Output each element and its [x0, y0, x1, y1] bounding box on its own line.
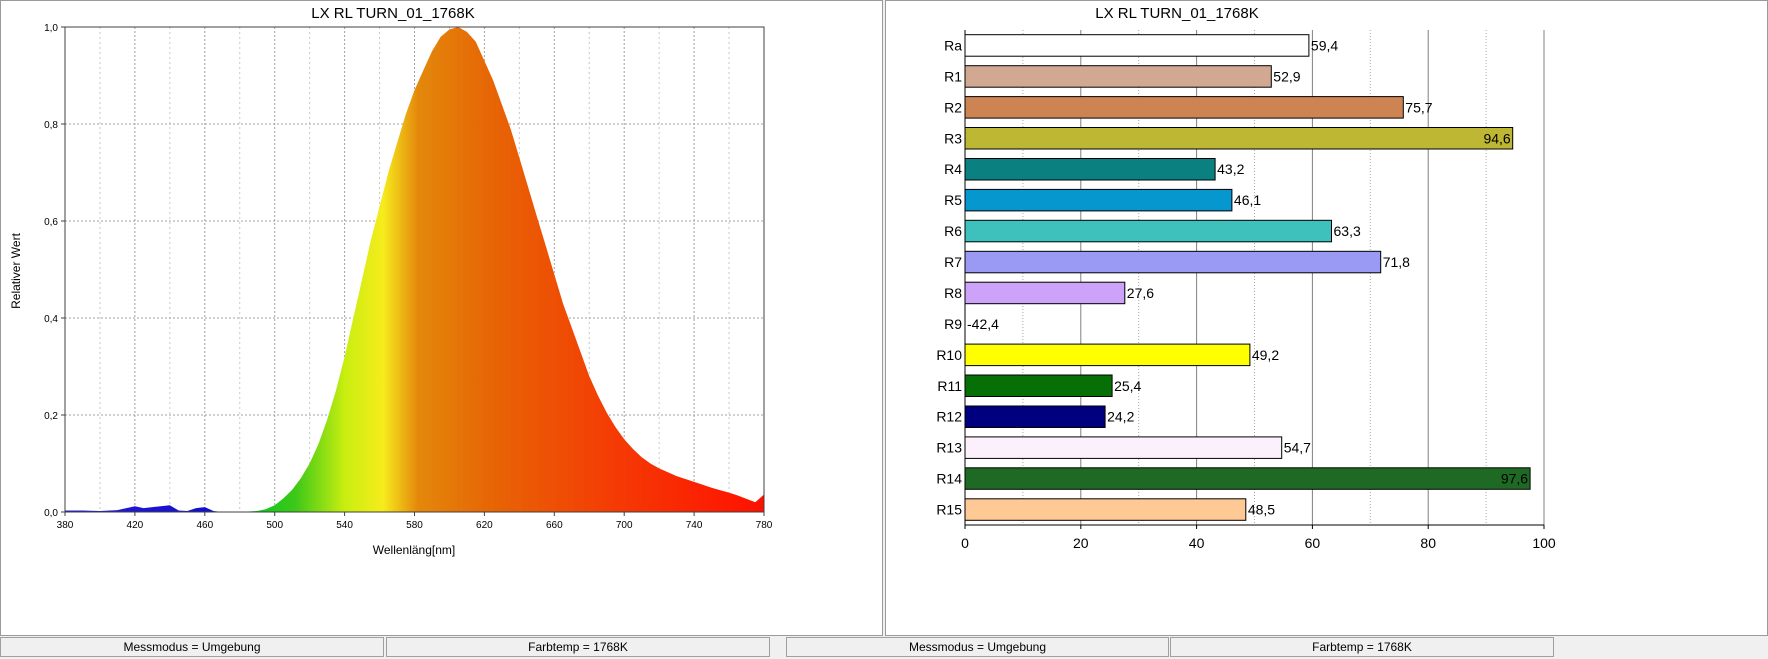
cri-value-label: -42,4 [967, 316, 999, 332]
spectrum-x-tick-label: 540 [336, 520, 353, 531]
spectrum-y-ticks: 0,0 0,2 0,4 0,6 0,8 1,0 [44, 23, 65, 519]
cri-x-tick-label: 80 [1420, 535, 1436, 551]
cri-bar [964, 219, 1332, 243]
spectrum-chart: LX RL TURN_01_1768K 380 420 460 500 540 580 62… [9, 5, 773, 557]
cri-bar [964, 467, 1531, 490]
cri-value-label: 25,4 [1114, 378, 1141, 394]
cri-category-label: R9 [944, 316, 962, 332]
spectrum-x-tick-label: 580 [406, 520, 423, 531]
cri-value-label: 71,8 [1383, 254, 1410, 270]
status-measure-mode-left: Messmodus = Umgebung [0, 637, 384, 657]
cri-category-labels: Ra R1 R2 R3 R4 R5 R6 R7 R8 R9 R10 R11 R12 R13 R14 R15 [936, 37, 962, 517]
cri-bar [964, 188, 1233, 212]
cri-x-tick-label: 20 [1073, 535, 1089, 551]
spectrum-x-axis-label: Wellenläng[nm] [373, 543, 456, 557]
cri-bar [964, 436, 1283, 459]
cri-category-label: R13 [936, 440, 962, 456]
spectrum-x-tick-label: 380 [57, 520, 74, 531]
cri-category-label: R6 [944, 223, 962, 239]
spectrum-title: LX RL TURN_01_1768K [311, 5, 474, 22]
cri-value-label: 63,3 [1334, 223, 1361, 239]
cri-value-label: 94,6 [1483, 130, 1510, 146]
cri-value-label: 97,6 [1501, 471, 1528, 487]
cri-category-label: Ra [944, 37, 962, 53]
spectrum-x-tick-label: 620 [476, 520, 493, 531]
spectrum-x-tick-label: 740 [686, 520, 703, 531]
cri-value-label: 59,4 [1311, 37, 1338, 53]
spectrum-y-tick-label: 0,0 [44, 508, 58, 519]
cri-category-label: R14 [936, 471, 962, 487]
cri-bar [964, 158, 1216, 181]
cri-category-label: R12 [936, 409, 962, 425]
spectrum-panel: LX RL TURN_01_1768K 380 420 460 500 540 580 62… [0, 0, 883, 636]
cri-bar [964, 405, 1106, 428]
spectrum-y-tick-label: 0,4 [44, 314, 58, 325]
status-color-temp-right: Farbtemp = 1768K [1170, 637, 1554, 657]
cri-category-label: R4 [944, 161, 962, 177]
spectrum-x-ticks: 380 420 460 500 540 580 620 660 700 740 780 [57, 512, 773, 531]
spectrum-y-tick-label: 0,6 [44, 217, 58, 228]
spectrum-x-tick-label: 500 [266, 520, 283, 531]
spectrum-x-tick-label: 660 [546, 520, 563, 531]
cri-title: LX RL TURN_01_1768K [1095, 5, 1258, 22]
cri-value-label: 24,2 [1107, 409, 1134, 425]
spectrum-x-tick-label: 420 [127, 520, 144, 531]
cri-value-label: 48,5 [1248, 502, 1275, 518]
spectrum-x-tick-label: 700 [616, 520, 633, 531]
cri-bar [964, 65, 1272, 88]
cri-value-label: 52,9 [1273, 68, 1300, 84]
cri-panel: LX RL TURN_01_1768K Ra R1 R2 R3 R4 R5 R6 R7 R8 R9… [885, 0, 1768, 636]
cri-category-label: R8 [944, 285, 962, 301]
cri-x-tick-label: 0 [961, 535, 969, 551]
spectrum-y-tick-label: 0,2 [44, 411, 58, 422]
spectrum-x-tick-label: 460 [196, 520, 213, 531]
cri-category-label: R5 [944, 192, 962, 208]
cri-value-label: 43,2 [1217, 161, 1244, 177]
cri-category-label: R15 [936, 502, 962, 518]
spectrum-area [65, 27, 764, 512]
cri-value-label: 75,7 [1405, 99, 1432, 115]
status-color-temp-left: Farbtemp = 1768K [386, 637, 770, 657]
cri-category-label: R3 [944, 130, 962, 146]
cri-value-labels: 59,4 52,9 75,7 94,6 43,2 46,1 63,3 71,8 27,6 -42,… [967, 37, 1528, 517]
spectrum-y-axis-label: Relativer Wert [9, 232, 23, 308]
cri-category-label: R10 [936, 347, 962, 363]
cri-chart: LX RL TURN_01_1768K Ra R1 R2 R3 R4 R5 R6 R7 R8 R9… [936, 5, 1556, 551]
cri-bar [964, 343, 1251, 367]
cri-bars [964, 34, 1531, 521]
cri-bar [964, 127, 1514, 150]
cri-bar [964, 498, 1247, 521]
cri-bar [964, 374, 1113, 397]
cri-category-label: R1 [944, 68, 962, 84]
cri-x-ticks: 0 20 40 60 80 100 [961, 525, 1556, 551]
cri-category-label: R2 [944, 99, 962, 115]
cri-bar [964, 96, 1404, 119]
cri-value-label: 27,6 [1127, 285, 1154, 301]
cri-category-label: R11 [937, 378, 962, 394]
cri-value-label: 49,2 [1252, 347, 1279, 363]
cri-x-tick-label: 40 [1189, 535, 1205, 551]
cri-bar [964, 250, 1382, 274]
spectrum-y-tick-label: 1,0 [44, 23, 58, 34]
cri-bar [964, 34, 1310, 57]
status-measure-mode-right: Messmodus = Umgebung [786, 637, 1169, 657]
cri-x-tick-label: 100 [1532, 535, 1556, 551]
cri-x-tick-label: 60 [1305, 535, 1321, 551]
cri-value-label: 54,7 [1284, 440, 1311, 456]
spectrum-y-tick-label: 0,8 [44, 120, 58, 131]
cri-category-label: R7 [944, 254, 962, 270]
spectrum-x-tick-label: 780 [756, 520, 773, 531]
cri-bar [964, 281, 1126, 305]
cri-value-label: 46,1 [1234, 192, 1261, 208]
